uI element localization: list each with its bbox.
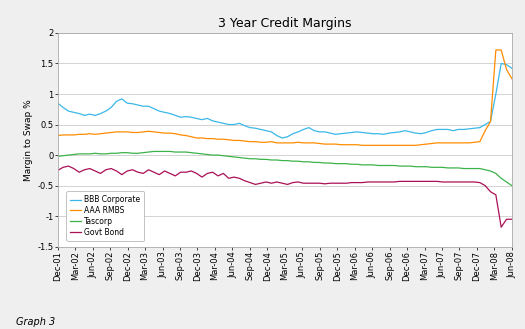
AAA RMBS (103, 131, 109, 135)
Tascorp (65, 153, 71, 157)
BBB Corporate (55, 101, 61, 105)
AAA RMBS (274, 141, 280, 145)
BBB Corporate (445, 127, 451, 131)
AAA RMBS (407, 143, 414, 147)
Line: Tascorp: Tascorp (58, 151, 512, 186)
Line: Govt Bond: Govt Bond (58, 166, 512, 227)
Line: BBB Corporate: BBB Corporate (58, 63, 512, 138)
AAA RMBS (509, 77, 515, 81)
Tascorp (279, 159, 285, 163)
BBB Corporate (498, 62, 505, 65)
BBB Corporate (76, 112, 82, 115)
BBB Corporate (279, 136, 285, 140)
Govt Bond (108, 166, 114, 170)
AAA RMBS (492, 48, 499, 52)
Text: Graph 3: Graph 3 (16, 317, 55, 327)
Title: 3 Year Credit Margins: 3 Year Credit Margins (218, 17, 352, 30)
Tascorp (509, 184, 515, 188)
Govt Bond (407, 179, 414, 183)
Line: AAA RMBS: AAA RMBS (58, 50, 512, 145)
Tascorp (55, 154, 61, 158)
Legend: BBB Corporate, AAA RMBS, Tascorp, Govt Bond: BBB Corporate, AAA RMBS, Tascorp, Govt B… (66, 191, 144, 241)
Tascorp (151, 149, 157, 153)
Y-axis label: Margin to Swap %: Margin to Swap % (24, 99, 33, 181)
Govt Bond (498, 225, 505, 229)
Tascorp (445, 166, 451, 170)
Tascorp (407, 164, 414, 168)
BBB Corporate (103, 109, 109, 113)
BBB Corporate (407, 130, 414, 134)
AAA RMBS (55, 134, 61, 138)
AAA RMBS (76, 132, 82, 136)
Govt Bond (65, 164, 71, 168)
Govt Bond (509, 217, 515, 221)
AAA RMBS (359, 143, 365, 147)
Govt Bond (71, 166, 77, 170)
Govt Bond (279, 181, 285, 185)
BBB Corporate (509, 66, 515, 70)
Govt Bond (81, 168, 88, 172)
Tascorp (103, 152, 109, 156)
Govt Bond (445, 180, 451, 184)
BBB Corporate (65, 109, 71, 113)
AAA RMBS (445, 141, 451, 145)
BBB Corporate (274, 134, 280, 138)
Govt Bond (55, 168, 61, 172)
Tascorp (76, 152, 82, 156)
AAA RMBS (65, 133, 71, 137)
